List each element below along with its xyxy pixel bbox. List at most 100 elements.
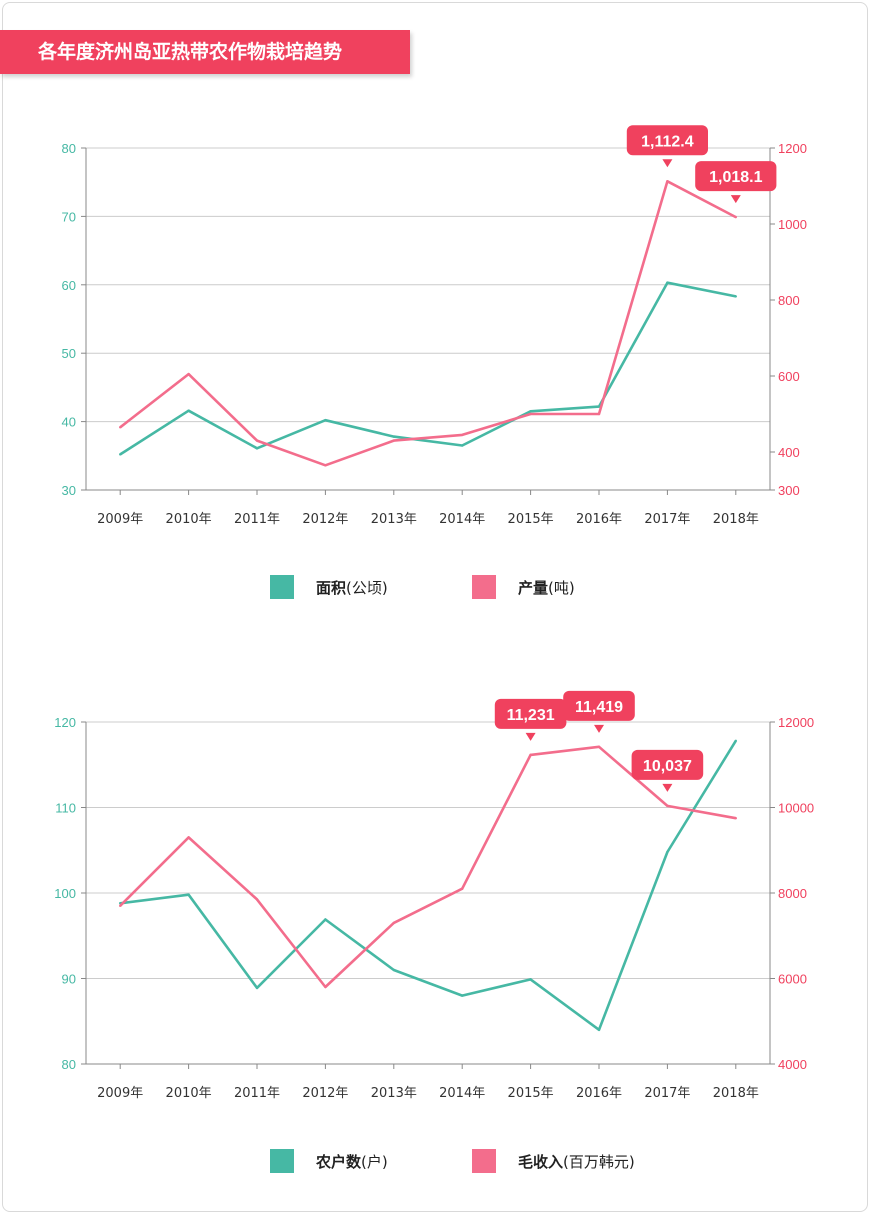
data-point [461, 444, 464, 447]
data-point [392, 435, 395, 438]
data-point [392, 921, 395, 925]
callout-label: 11,419 [575, 699, 623, 716]
callout-box [626, 125, 708, 156]
data-point [255, 447, 259, 450]
data-point [392, 968, 395, 972]
data-point [666, 180, 669, 183]
y-left-tick-label: 80 [62, 141, 76, 156]
data-point [666, 804, 669, 808]
y-right-tick-label: 1200 [778, 141, 807, 156]
callout-box [631, 749, 704, 780]
callout-box [563, 690, 635, 721]
y-right-tick-label: 600 [778, 369, 800, 384]
x-tick-label: 2018年 [713, 1086, 759, 1101]
legend-label: 面积(公顷) [316, 579, 388, 597]
callout-pointer [594, 724, 604, 733]
data-point [392, 439, 395, 442]
x-tick-label: 2014年 [439, 512, 485, 527]
y-right-tick-label: 300 [778, 483, 800, 498]
y-right-tick-label: 4000 [778, 1057, 807, 1072]
x-tick-label: 2017年 [644, 512, 690, 527]
x-tick-label: 2011年 [234, 1086, 280, 1101]
data-point [529, 412, 532, 416]
y-left-tick-label: 80 [62, 1057, 76, 1072]
data-point [324, 419, 327, 422]
data-point [734, 816, 737, 820]
x-tick-label: 2018年 [713, 512, 759, 527]
data-point [324, 464, 327, 467]
data-point [119, 904, 122, 908]
y-left-tick-label: 40 [62, 415, 76, 430]
y-right-tick-label: 6000 [778, 972, 807, 987]
callout-label: 11,231 [507, 707, 555, 724]
legend-swatch [472, 575, 496, 599]
x-tick-label: 2015年 [508, 512, 554, 527]
legend-label: 农户数(户) [315, 1153, 388, 1171]
data-point [529, 410, 532, 413]
data-point [187, 893, 190, 896]
x-tick-label: 2016年 [576, 1086, 622, 1101]
y-left-tick-label: 120 [54, 715, 76, 730]
data-point [597, 405, 601, 408]
series-line-pink [119, 745, 737, 989]
data-point [529, 978, 532, 981]
page-title: 各年度济州岛亚热带农作物栽培趋势 [0, 30, 410, 74]
data-point [734, 215, 737, 219]
data-point [324, 918, 327, 921]
data-point [119, 453, 122, 456]
data-point [597, 745, 601, 749]
callout-label: 10,037 [643, 758, 692, 775]
data-point [597, 1028, 601, 1032]
x-tick-label: 2017年 [644, 1086, 690, 1101]
legend-label: 毛收入(百万韩元) [518, 1153, 635, 1171]
x-tick-label: 2009年 [97, 512, 143, 527]
data-point [187, 372, 190, 376]
y-left-tick-label: 90 [62, 972, 76, 987]
legend-swatch [270, 575, 294, 599]
data-point [597, 412, 601, 416]
data-point [461, 887, 464, 890]
y-right-tick-label: 12000 [778, 715, 814, 730]
y-right-tick-label: 800 [778, 293, 800, 308]
y-left-tick-label: 100 [54, 886, 76, 901]
x-tick-label: 2015年 [508, 1086, 554, 1101]
data-point [529, 753, 532, 757]
series-line-green [119, 281, 737, 456]
x-tick-label: 2014年 [439, 1086, 485, 1101]
data-point [461, 994, 464, 997]
callout-pointer [730, 195, 741, 204]
x-tick-label: 2011年 [234, 512, 280, 527]
legend-swatch [270, 1149, 294, 1173]
data-point [734, 739, 737, 743]
y-left-tick-label: 60 [62, 278, 76, 293]
y-left-tick-label: 50 [62, 346, 76, 361]
data-point [255, 986, 259, 990]
y-right-tick-label: 10000 [778, 801, 814, 816]
legend-swatch [472, 1149, 496, 1173]
x-tick-label: 2012年 [302, 1086, 348, 1101]
y-left-tick-label: 30 [62, 483, 76, 498]
x-tick-label: 2010年 [166, 1086, 212, 1101]
x-tick-label: 2010年 [166, 512, 212, 527]
data-point [666, 850, 669, 854]
callout-pointer [662, 783, 673, 792]
x-tick-label: 2013年 [371, 1086, 417, 1101]
data-point [324, 985, 327, 989]
y-left-tick-label: 70 [62, 209, 76, 224]
y-right-tick-label: 1000 [778, 217, 807, 232]
x-tick-label: 2013年 [371, 512, 417, 527]
data-point [119, 426, 122, 429]
x-tick-label: 2009年 [97, 1086, 143, 1101]
y-right-tick-label: 400 [778, 445, 800, 460]
series-line-green [120, 740, 737, 1032]
x-tick-label: 2016年 [576, 512, 622, 527]
data-point [255, 439, 259, 442]
x-tick-label: 2012年 [302, 512, 348, 527]
callout-label: 1,112.4 [641, 133, 694, 150]
data-point [461, 433, 464, 437]
data-point [255, 898, 259, 901]
callout-box [695, 161, 777, 192]
y-right-tick-label: 8000 [778, 886, 807, 901]
